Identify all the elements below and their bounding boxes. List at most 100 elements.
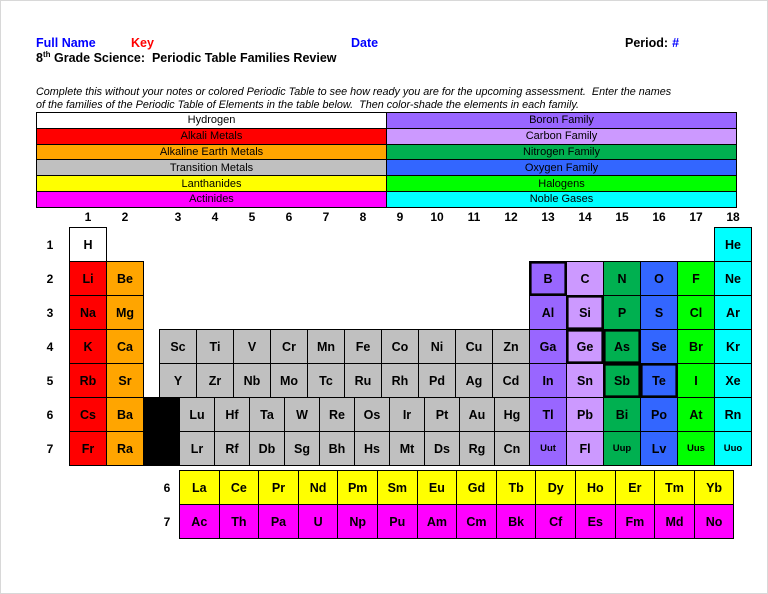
element-cell-Pa: Pa: [258, 504, 299, 539]
group-number: 10: [430, 210, 444, 224]
element-cell-Zn: Zn: [492, 329, 530, 364]
title-text: Grade Science: Periodic Table Families R…: [50, 51, 337, 66]
element-cell-Sm: Sm: [377, 470, 418, 505]
element-cell-K: K: [69, 329, 107, 364]
element-cell-Rh: Rh: [381, 363, 419, 398]
group-number: 3: [174, 210, 182, 224]
element-cell-Ta: Ta: [249, 397, 285, 432]
element-cell-Bi: Bi: [603, 397, 641, 432]
periodic-table: 1 2 3 4 5 6 7 8 9 10 11 12 13 14 15 16 17 18 1 H He 2 Li Be B C N O…: [36, 209, 758, 544]
period-number: 6: [46, 407, 54, 422]
element-cell-Ds: Ds: [424, 431, 460, 466]
group-number: 13: [541, 210, 555, 224]
element-cell-Dy: Dy: [535, 470, 576, 505]
element-cell-Uut: Uut: [529, 431, 567, 466]
element-cell-Cs: Cs: [69, 397, 107, 432]
title-number: 8: [36, 51, 43, 66]
element-cell-Zr: Zr: [196, 363, 234, 398]
element-cell-Hg: Hg: [494, 397, 530, 432]
element-cell-Rg: Rg: [459, 431, 495, 466]
group-number: 8: [359, 210, 367, 224]
group-number: 16: [652, 210, 666, 224]
element-cell-Sg: Sg: [284, 431, 320, 466]
element-cell-V: V: [233, 329, 271, 364]
element-cell-Br: Br: [677, 329, 715, 364]
key-transition-metals: Transition Metals: [37, 160, 387, 177]
element-cell-Pm: Pm: [337, 470, 378, 505]
element-cell-Pu: Pu: [377, 504, 418, 539]
element-cell-Tb: Tb: [495, 470, 537, 505]
element-cell-Es: Es: [575, 504, 616, 539]
element-cell-Cm: Cm: [456, 504, 497, 539]
element-cell-Th: Th: [218, 504, 260, 539]
element-cell-Uup: Uup: [603, 431, 641, 466]
element-cell-Be: Be: [106, 261, 144, 296]
period-number: 5: [46, 373, 54, 388]
element-cell-O: O: [640, 261, 678, 296]
header-line: Full Name Key Date Period: #: [36, 36, 752, 51]
element-cell-Uus: Uus: [677, 431, 715, 466]
element-cell-Ce: Ce: [218, 470, 260, 505]
element-cell-H: H: [69, 227, 107, 262]
group-number: 5: [248, 210, 256, 224]
element-cell-Nd: Nd: [297, 470, 339, 505]
element-cell-Lr: Lr: [179, 431, 215, 466]
element-cell-Db: Db: [249, 431, 285, 466]
key-noble-gases: Noble Gases: [387, 191, 737, 208]
element-cell-Pb: Pb: [566, 397, 604, 432]
group-number: 2: [121, 210, 129, 224]
element-cell-Ra: Ra: [106, 431, 144, 466]
element-cell-Xe: Xe: [714, 363, 752, 398]
element-cell-Yb: Yb: [693, 470, 735, 505]
element-cell-Er: Er: [614, 470, 656, 505]
element-cell-Tm: Tm: [654, 470, 695, 505]
element-cell-Os: Os: [354, 397, 390, 432]
element-cell-Kr: Kr: [714, 329, 752, 364]
element-cell-Sb: Sb: [603, 363, 641, 398]
element-cell-Li: Li: [69, 261, 107, 296]
element-cell-Ni: Ni: [418, 329, 456, 364]
element-cell-Eu: Eu: [416, 470, 458, 505]
period-field: Period: #: [625, 36, 679, 50]
group-number: 6: [285, 210, 293, 224]
period-number: 3: [46, 305, 54, 320]
element-cell-Ho: Ho: [575, 470, 616, 505]
element-cell-Re: Re: [319, 397, 355, 432]
element-cell-Ca: Ca: [106, 329, 144, 364]
series-gap-cell: [143, 397, 180, 432]
group-number: 14: [578, 210, 592, 224]
element-cell-As: As: [603, 329, 641, 364]
key-nitrogen-family: Nitrogen Family: [387, 144, 737, 161]
key-boron-family: Boron Family: [387, 113, 737, 129]
element-cell-Ir: Ir: [389, 397, 425, 432]
element-cell-Cl: Cl: [677, 295, 715, 330]
element-cell-Lv: Lv: [640, 431, 678, 466]
date-label: Date: [351, 36, 379, 50]
element-cell-P: P: [603, 295, 641, 330]
group-number: 7: [322, 210, 330, 224]
element-cell-Rb: Rb: [69, 363, 107, 398]
element-cell-Ba: Ba: [106, 397, 144, 432]
element-cell-Ge: Ge: [566, 329, 604, 364]
element-cell-Ac: Ac: [179, 504, 220, 539]
element-cell-N: N: [603, 261, 641, 296]
element-cell-Y: Y: [159, 363, 197, 398]
element-cell-Co: Co: [381, 329, 419, 364]
element-cell-Hf: Hf: [214, 397, 250, 432]
element-cell-Mg: Mg: [106, 295, 144, 330]
element-cell-Rf: Rf: [214, 431, 250, 466]
group-number: 1: [84, 210, 92, 224]
element-cell-B: B: [529, 261, 567, 296]
period-number: 2: [46, 271, 54, 286]
element-cell-Nb: Nb: [233, 363, 271, 398]
element-cell-W: W: [284, 397, 320, 432]
period-number: 7: [46, 441, 54, 456]
element-cell-Fm: Fm: [614, 504, 656, 539]
group-number: 9: [396, 210, 404, 224]
fblock-period-number: 7: [163, 514, 171, 529]
element-cell-Al: Al: [529, 295, 567, 330]
period-value: #: [672, 36, 680, 50]
element-cell-Fl: Fl: [566, 431, 604, 466]
element-cell-S: S: [640, 295, 678, 330]
